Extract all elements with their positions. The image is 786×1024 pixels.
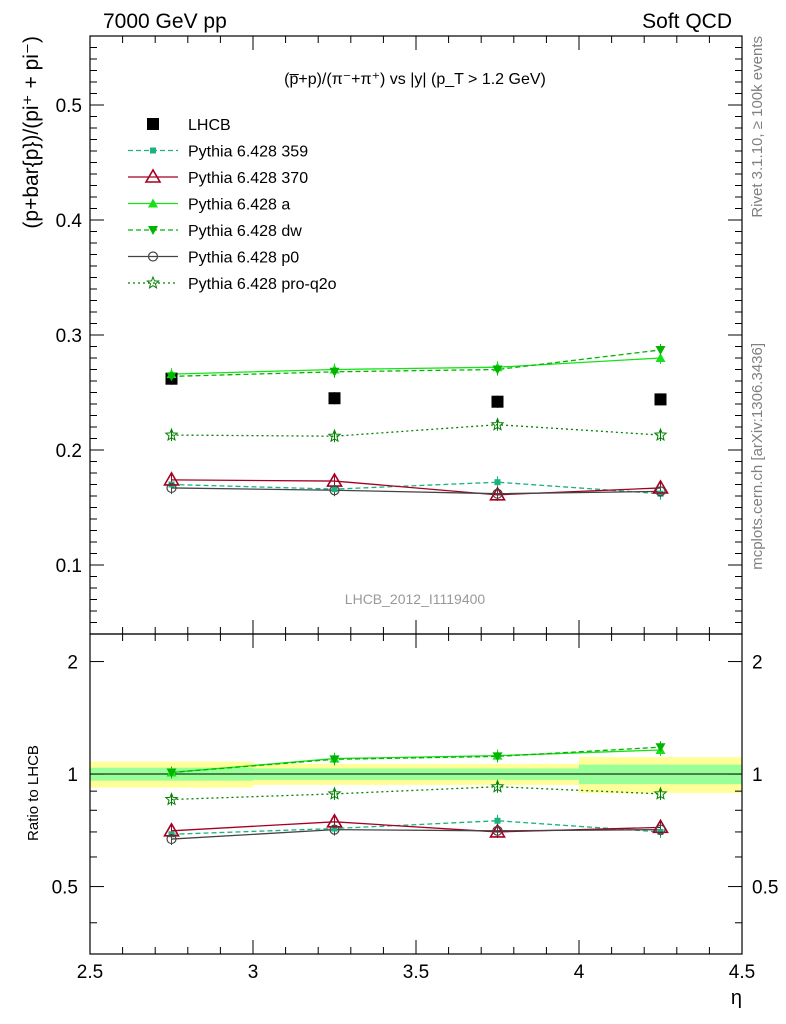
ratio-y-tick-label-right: 1 [752,765,763,786]
legend: LHCB Pythia 6.428 359 Pythia 6.428 370 Pyth… [128,117,337,293]
x-tick-label: 3 [248,962,259,983]
x-tick-label: 4.5 [729,962,755,983]
header-right-label: Soft QCD [642,10,732,33]
data-point [327,428,342,443]
axes-frames: 2.5 3 3.5 4 4.5 0.1 0.2 0.3 0.4 0.5 0.5 0.5 1 1 2 2 [52,35,778,983]
data-point [329,485,340,496]
y-tick-label: 0.3 [56,326,82,347]
mcplots-label: mcplots.cern.ch [arXiv:1306.3436] [749,343,766,570]
ratio-y-tick-label: 0.5 [52,878,78,899]
legend-label: Pythia 6.428 dw [188,223,302,240]
data-point [492,365,503,375]
data-point [329,367,340,377]
data-point [491,395,504,408]
y-tick-label: 0.4 [56,211,83,232]
legend-label: LHCB [188,117,231,134]
data-point [494,479,501,486]
series-line-pythia-6-428-a [171,357,661,375]
legend-label: Pythia 6.428 p0 [188,250,299,267]
series-line-pythia-6-428-370 [171,479,661,496]
rivet-version-label: Rivet 3.1.10, ≥ 100k events [749,36,766,218]
data-point [329,755,340,765]
data-point [655,353,666,362]
data-point [653,786,668,800]
legend-marker [147,118,159,130]
series-line-pythia-6-428-p0 [171,828,661,840]
data-point [655,824,666,835]
data-point [331,486,338,493]
data-point [166,372,177,382]
data-point [329,824,340,835]
data-point [654,393,667,406]
legend-label: Pythia 6.428 359 [188,144,308,161]
data-point [494,817,501,824]
data-point [653,427,668,441]
y-tick-label: 0.1 [56,556,82,577]
ratio-y-tick-label-right: 0.5 [752,878,778,899]
data-point [655,486,666,497]
data-point [164,792,179,806]
ratio-y-axis-label: Ratio to LHCB [25,745,42,841]
legend-label: Pythia 6.428 pro-q2o [188,276,337,293]
watermark-label: LHCB_2012_I1119400 [345,591,486,607]
data-point [652,479,669,494]
series-line-pythia-6-428-pro-q2o [171,424,661,437]
data-point [327,786,342,800]
ratio-plot-frame [89,633,743,955]
data-point [166,833,177,845]
series-line-pythia-6-428-p0 [171,487,661,495]
y-tick-label: 0.5 [56,96,82,117]
data-point [166,482,177,494]
data-point [655,743,666,753]
data-point [163,471,180,486]
series-markers [163,345,669,845]
data-point [328,392,341,405]
legend-label: Pythia 6.428 a [188,197,290,214]
series-line-pythia-6-428-dw [171,349,661,378]
legend-marker [144,168,162,183]
legend-marker [148,226,158,235]
series-line-pythia-6-428-pro-q2o [171,786,661,801]
header-left-label: 7000 GeV pp [103,10,227,33]
main-y-axis-label: (p+bar{p})/(pi⁺ + pi⁻) [20,36,43,229]
data-point [489,823,506,838]
ratio-uncertainty-bands [90,757,742,793]
series-line-pythia-6-428-dw [171,746,661,774]
data-point [331,825,338,832]
data-point [655,345,666,355]
data-point [490,417,505,431]
ratio-y-tick-label: 1 [67,765,78,786]
ratio-y-tick-label: 2 [67,653,78,674]
series-line-pythia-6-428-359 [171,481,661,495]
legend-marker [147,251,159,262]
legend-label: Pythia 6.428 370 [188,170,308,187]
series-lines [171,343,661,846]
data-point [492,825,503,836]
legend-marker [148,198,158,208]
data-point [164,427,179,441]
data-point [490,779,505,793]
series-line-pythia-6-428-359 [171,820,661,835]
data-point [489,486,506,501]
data-point [326,813,343,828]
chart-title: (p̅+p)/(π⁻+π⁺) vs |y| (p_T > 1.2 GeV) [284,71,546,88]
legend-marker [146,275,160,290]
y-tick-label: 0.2 [56,441,82,462]
x-tick-label: 2.5 [77,962,103,983]
data-point [492,488,503,499]
data-point [492,752,503,762]
x-tick-label: 3.5 [403,962,429,983]
data-point [166,768,177,778]
legend-marker [150,147,156,154]
ratio-y-tick-label-right: 2 [752,653,763,674]
data-point [163,822,180,837]
x-axis-label: η [731,987,742,1009]
x-tick-label: 4 [574,962,585,983]
